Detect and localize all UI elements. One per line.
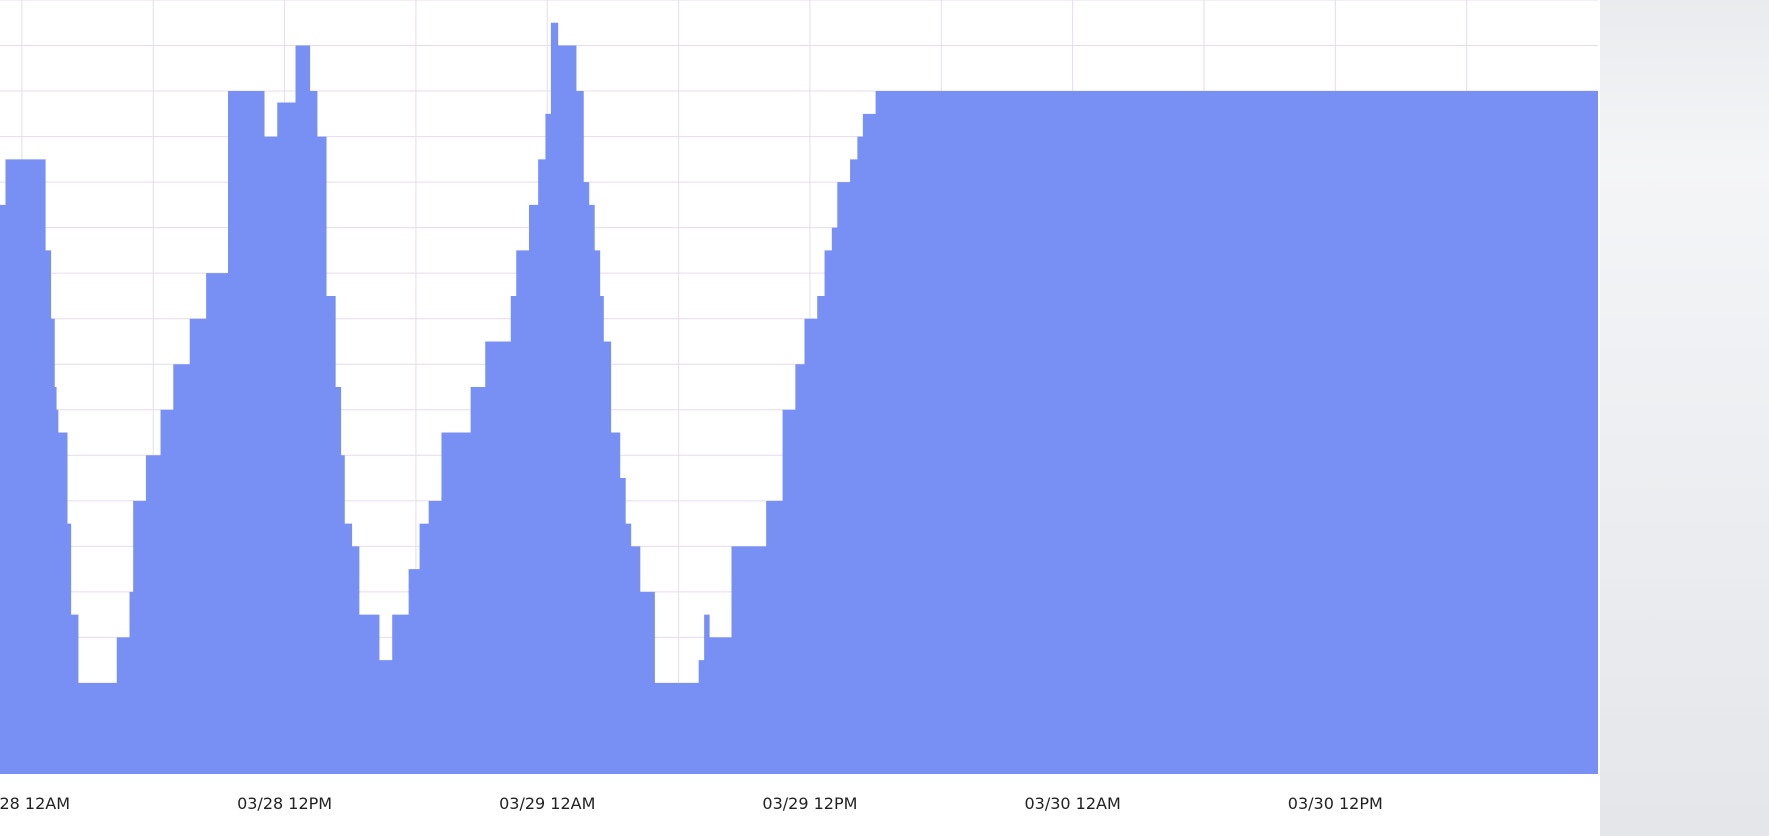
window-backdrop xyxy=(1600,0,1769,836)
x-axis-ticks: 03/28 12AM 03/28 12PM 03/29 12AM 03/29 12PM… xyxy=(0,794,1383,813)
x-tick-label: 03/30 12PM xyxy=(1288,794,1383,813)
x-tick-label: 03/30 12AM xyxy=(1024,794,1120,813)
x-tick-label: 03/29 12AM xyxy=(499,794,595,813)
area-series-0 xyxy=(0,22,1598,774)
chart-panel: 03/28 12AM 03/28 12PM 03/29 12AM 03/29 12PM… xyxy=(0,0,1598,813)
x-tick-label: 03/28 12PM xyxy=(237,794,332,813)
area-layer xyxy=(0,22,1598,774)
area-chart: 03/28 12AM 03/28 12PM 03/29 12AM 03/29 12PM… xyxy=(0,0,1598,813)
x-tick-label: 03/29 12PM xyxy=(762,794,857,813)
x-tick-label: 03/28 12AM xyxy=(0,794,70,813)
